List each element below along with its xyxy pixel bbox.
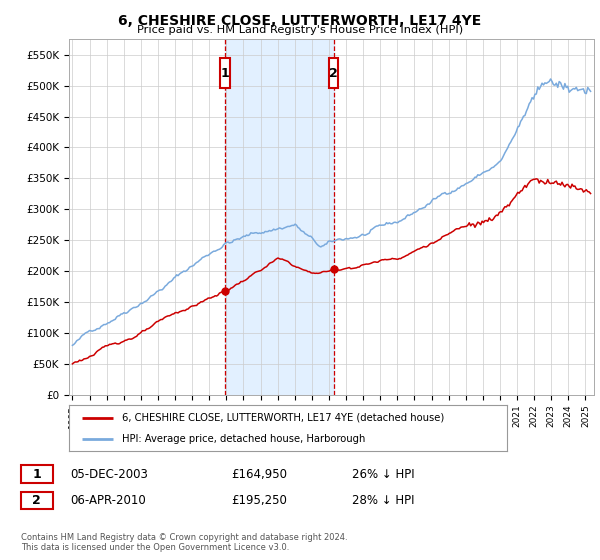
Text: 1: 1 [32, 468, 41, 480]
Text: HPI: Average price, detached house, Harborough: HPI: Average price, detached house, Harb… [122, 435, 365, 444]
Text: 1: 1 [221, 67, 229, 80]
Text: Price paid vs. HM Land Registry's House Price Index (HPI): Price paid vs. HM Land Registry's House … [137, 25, 463, 35]
Text: 2: 2 [32, 494, 41, 507]
Text: 6, CHESHIRE CLOSE, LUTTERWORTH, LE17 4YE: 6, CHESHIRE CLOSE, LUTTERWORTH, LE17 4YE [118, 14, 482, 28]
Text: £195,250: £195,250 [231, 494, 287, 507]
Text: 26% ↓ HPI: 26% ↓ HPI [352, 468, 415, 480]
Bar [21, 492, 53, 510]
Text: 28% ↓ HPI: 28% ↓ HPI [352, 494, 415, 507]
Text: 05-DEC-2003: 05-DEC-2003 [70, 468, 148, 480]
Bar [220, 58, 230, 88]
Text: 6, CHESHIRE CLOSE, LUTTERWORTH, LE17 4YE (detached house): 6, CHESHIRE CLOSE, LUTTERWORTH, LE17 4YE… [122, 413, 444, 423]
Text: 2: 2 [329, 67, 338, 80]
Bar [225, 39, 334, 395]
Bar [329, 58, 338, 88]
Bar [21, 465, 53, 483]
Text: Contains HM Land Registry data © Crown copyright and database right 2024.
This d: Contains HM Land Registry data © Crown c… [21, 533, 347, 552]
Text: 06-APR-2010: 06-APR-2010 [70, 494, 146, 507]
Text: £164,950: £164,950 [231, 468, 287, 480]
